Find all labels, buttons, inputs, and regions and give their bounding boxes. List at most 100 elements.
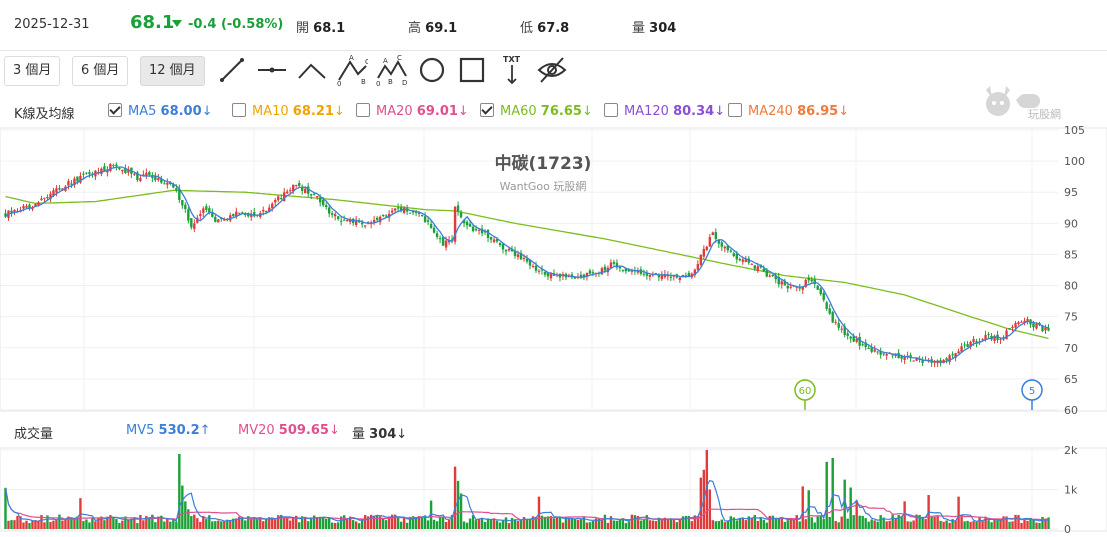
- ma-item-ma10[interactable]: MA10 68.21↓: [232, 103, 345, 119]
- high-label: 高: [408, 21, 422, 36]
- price-tick-label: 70: [1064, 342, 1078, 355]
- price-tick-label: 95: [1064, 186, 1078, 199]
- volume-bar: [858, 515, 861, 529]
- circle-icon[interactable]: [416, 54, 448, 86]
- ma120-checkbox[interactable]: [604, 103, 618, 117]
- volume-bar: [798, 521, 801, 529]
- candle-body: [1044, 327, 1047, 331]
- volume-bar: [82, 521, 85, 529]
- volume-bar: [648, 520, 652, 529]
- candle-body: [166, 182, 169, 185]
- volume-bar: [1041, 516, 1044, 529]
- volume-bar: [705, 450, 709, 529]
- text-tool-label: TXT: [503, 55, 521, 64]
- volume-bar: [543, 516, 547, 529]
- volume-bar: [223, 520, 226, 529]
- text-arrow-icon[interactable]: TXT: [496, 54, 528, 86]
- volume-bar: [498, 522, 502, 529]
- range-3m-button[interactable]: 3 個月: [4, 56, 61, 86]
- ma-item-ma20[interactable]: MA20 69.01↓: [356, 103, 469, 119]
- ma-item-ma60[interactable]: MA60 76.65↓: [480, 103, 593, 119]
- ma10-checkbox[interactable]: [232, 103, 246, 117]
- candle-body: [151, 176, 154, 179]
- volume-bar: [846, 518, 849, 529]
- candle-body: [372, 219, 376, 223]
- candle-body: [420, 215, 424, 217]
- volume-bar: [133, 517, 136, 529]
- line-icon[interactable]: [216, 54, 248, 86]
- ma-item-ma240[interactable]: MA240 86.95↓: [728, 103, 849, 119]
- candle-body: [127, 169, 130, 173]
- volume-bar: [217, 520, 220, 529]
- abc-pattern-icon[interactable]: A 0 B C: [336, 54, 370, 88]
- volume-bar: [585, 522, 589, 529]
- ma-item-ma5[interactable]: MA5 68.00↓: [108, 103, 213, 119]
- ma60-arrow: ↓: [581, 104, 593, 119]
- mv20-label: MV20: [238, 423, 275, 438]
- volume-bar: [819, 515, 822, 529]
- volume-bar: [765, 522, 768, 529]
- candle-body: [292, 184, 295, 191]
- hide-icon[interactable]: [536, 54, 568, 86]
- volume-bar: [318, 516, 322, 529]
- volume-bar: [810, 517, 813, 529]
- volume-bar: [684, 515, 688, 529]
- volume-tick-label: 0: [1064, 523, 1071, 536]
- candle-body: [681, 275, 685, 277]
- range-12m-button[interactable]: 12 個月: [140, 56, 205, 86]
- candle-body: [543, 271, 547, 275]
- volume-bar: [678, 518, 682, 529]
- abc-letter-0: 0: [337, 80, 341, 86]
- ma60-checkbox[interactable]: [480, 103, 494, 117]
- volume-bar: [894, 518, 897, 529]
- volume-bar: [978, 516, 981, 529]
- candle-body: [513, 250, 517, 256]
- volume-bar: [172, 520, 175, 529]
- volume-layer: [4, 450, 1050, 529]
- volume-bar: [876, 521, 879, 529]
- volume-bar: [88, 522, 91, 529]
- volume-bar: [483, 522, 487, 529]
- volume-bar: [163, 521, 166, 529]
- volume-bar: [1035, 522, 1038, 529]
- candle-body: [384, 215, 388, 217]
- candle-body: [975, 341, 978, 344]
- volume-bar: [759, 517, 762, 529]
- ma20-checkbox[interactable]: [356, 103, 370, 117]
- volume-bar: [438, 516, 442, 529]
- candle-body: [819, 288, 822, 295]
- trend-angle-icon[interactable]: [296, 54, 328, 86]
- volume-bar: [43, 522, 46, 529]
- volume-bar: [951, 519, 954, 529]
- rectangle-icon[interactable]: [456, 54, 488, 86]
- abcd-pattern-icon[interactable]: A C 0 B D: [376, 54, 408, 88]
- volume-bar: [681, 516, 685, 529]
- volume-bar: [723, 522, 727, 529]
- volume-bar: [46, 515, 49, 529]
- candle-body: [474, 229, 478, 231]
- candle-body: [1020, 321, 1023, 323]
- horizontal-line-icon[interactable]: [256, 54, 288, 86]
- candle-body: [253, 212, 256, 217]
- ma5-checkbox[interactable]: [108, 103, 122, 117]
- candle-body: [307, 186, 310, 194]
- candle-body: [124, 167, 127, 174]
- ma240-checkbox[interactable]: [728, 103, 742, 117]
- candle-body: [822, 292, 825, 300]
- mv5-line: [4, 479, 1049, 523]
- volume-bar: [330, 522, 334, 529]
- candle-body: [441, 236, 445, 246]
- price-panel-frame: [0, 127, 1107, 412]
- volume-bar: [558, 516, 562, 529]
- volume-bar: [1014, 514, 1017, 529]
- volume-bar: [993, 518, 996, 529]
- candle-body: [193, 223, 196, 229]
- volume-bar: [73, 518, 76, 529]
- volume-bar: [627, 521, 631, 529]
- volume-bar: [915, 514, 918, 529]
- volume-bar: [333, 522, 337, 529]
- candle-body: [184, 204, 187, 210]
- range-6m-button[interactable]: 6 個月: [72, 56, 129, 86]
- ma-item-ma120[interactable]: MA120 80.34↓: [604, 103, 725, 119]
